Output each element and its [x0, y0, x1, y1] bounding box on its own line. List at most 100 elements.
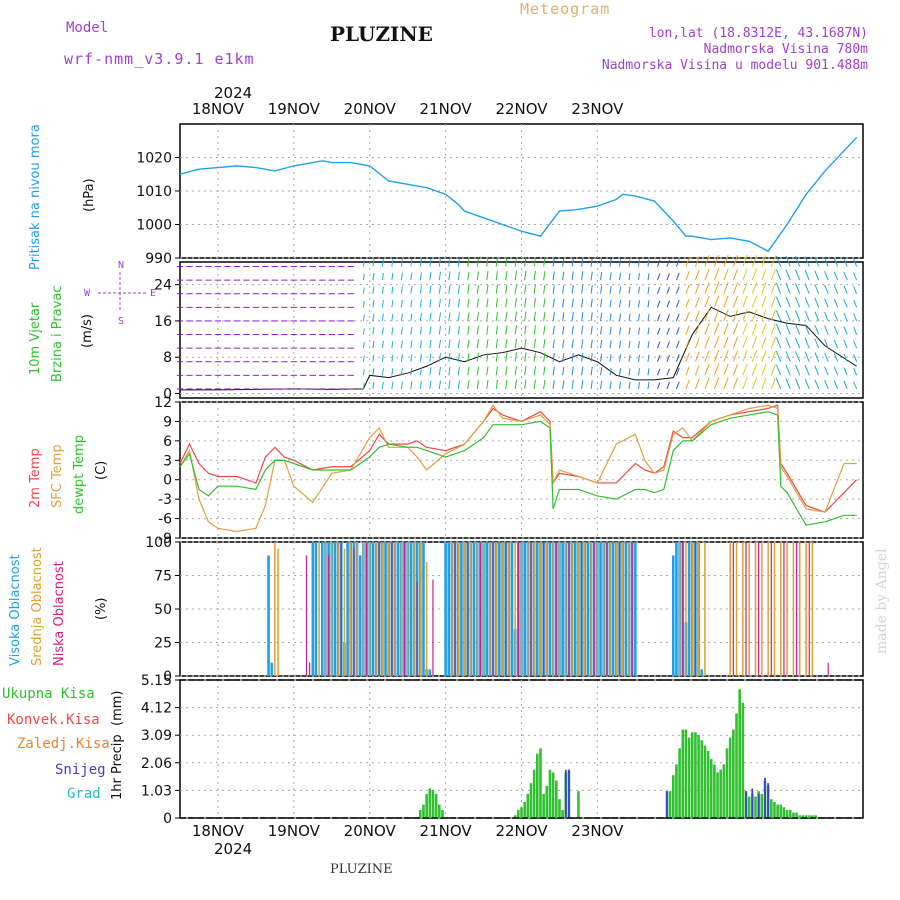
- wind-arrow: [628, 272, 631, 281]
- wind-arrow: [533, 270, 536, 281]
- wind-arrow: [647, 341, 650, 349]
- wind-arrow: [742, 268, 748, 281]
- mid-cloud-bar: [691, 542, 693, 676]
- wind-arrow: [814, 256, 820, 267]
- wind-arrow: [713, 309, 720, 322]
- wind-arrow: [628, 340, 631, 349]
- wind-arrow: [723, 295, 729, 308]
- wind-arrow: [448, 339, 451, 349]
- wind-arrow: [372, 327, 375, 335]
- wind-arrow: [562, 258, 565, 267]
- snow-bar: [568, 769, 570, 818]
- wind-arrow: [600, 367, 603, 376]
- wind-arrow: [694, 310, 700, 322]
- wind-arrow: [804, 269, 810, 281]
- high-cloud-axis-label: Visoka Oblacnost: [8, 554, 23, 666]
- wind-arrow: [824, 257, 829, 267]
- wind-arrow: [438, 380, 442, 390]
- wind-arrow: [833, 353, 839, 362]
- wind-arrow: [675, 354, 680, 362]
- wind-arrow: [400, 299, 403, 308]
- wind-arrow: [775, 337, 782, 349]
- wind-arrow: [514, 365, 518, 376]
- wind-arrow: [638, 259, 640, 267]
- wind-arrow: [775, 323, 782, 335]
- wind-arrow: [467, 271, 470, 281]
- low-cloud-bar: [682, 542, 684, 676]
- total-precip-bar: [428, 788, 432, 818]
- wind-arrow: [448, 271, 451, 281]
- y-tick-label: 2.06: [141, 756, 172, 772]
- mid-cloud-bar: [805, 542, 807, 676]
- wind-arrow: [505, 270, 508, 281]
- wind-arrow: [476, 380, 479, 390]
- wind-arrow: [457, 339, 460, 349]
- precip-unit: (mm): [110, 690, 125, 726]
- wind-arrow: [853, 272, 858, 281]
- wind-arrow: [713, 281, 720, 294]
- wind-arrow: [770, 323, 776, 335]
- wind-arrow: [533, 298, 536, 308]
- mid-cloud-bar: [533, 542, 535, 676]
- wind-arrow: [609, 381, 612, 390]
- wind-arrow: [552, 298, 555, 308]
- wind-arrow: [486, 271, 489, 281]
- wind-arrow: [675, 367, 680, 376]
- total-precip-bar: [548, 769, 552, 818]
- year-label-top: 2024: [214, 84, 253, 102]
- wind-arrow: [647, 273, 650, 281]
- total-precip-bar: [684, 729, 688, 818]
- mid-cloud-bar: [527, 542, 529, 676]
- mid-cloud-bar: [590, 542, 592, 676]
- y-tick-label: 990: [145, 251, 172, 267]
- low-cloud-bar: [758, 542, 760, 676]
- high-cloud-bar: [573, 542, 577, 676]
- wind-arrow: [505, 379, 508, 390]
- low-cloud-bar: [505, 542, 507, 676]
- wind-arrow: [571, 325, 574, 335]
- temp-unit: (C): [94, 460, 109, 480]
- wind-arrow: [524, 379, 527, 390]
- total-precip-bar: [526, 793, 530, 818]
- mid-cloud-bar: [387, 542, 390, 676]
- mid-cloud-bar: [489, 542, 491, 676]
- wind-arrow: [486, 366, 489, 376]
- wind-arrow: [761, 295, 767, 308]
- total-precip-bar: [788, 809, 792, 818]
- wind-arrow: [770, 309, 776, 322]
- wind-arrow: [685, 284, 690, 294]
- wind-arrow: [467, 353, 470, 362]
- low-cloud-bar: [403, 542, 406, 676]
- wind-arrow: [495, 311, 498, 322]
- wind-arrow: [533, 284, 536, 294]
- wind-arrow: [675, 259, 680, 267]
- cloud-unit: (%): [94, 597, 109, 621]
- high-cloud-bar: [358, 555, 362, 676]
- wind-arrow: [419, 326, 422, 335]
- wind-arrow: [438, 312, 442, 322]
- y-tick-label: 0: [163, 386, 172, 402]
- wind-arrow: [770, 255, 776, 267]
- wind-arrow: [751, 377, 758, 390]
- mid-cloud-bar: [596, 542, 599, 676]
- wind-arrow: [590, 298, 593, 308]
- wind-arrow: [410, 313, 413, 322]
- wind-arrow: [571, 284, 574, 294]
- wind-arrow: [843, 258, 848, 267]
- wind-arrow: [804, 337, 810, 349]
- wind-arrow: [694, 283, 700, 294]
- y-tick-label: 25: [154, 636, 172, 652]
- low-cloud-bar: [593, 542, 595, 676]
- y-tick-label: 3.09: [141, 728, 172, 744]
- wind-arrow: [638, 354, 640, 362]
- wind-arrow: [785, 323, 791, 335]
- high-cloud-bar: [371, 542, 375, 676]
- wind-arrow: [410, 258, 413, 267]
- wind-arrow: [381, 272, 384, 281]
- wind-arrow: [732, 295, 739, 308]
- mid-cloud-bar: [277, 548, 279, 676]
- low-cloud-bar: [618, 542, 621, 676]
- wind-arrow: [638, 273, 640, 281]
- mid-cloud-bar: [773, 542, 776, 676]
- mid-cloud-bar: [577, 542, 580, 676]
